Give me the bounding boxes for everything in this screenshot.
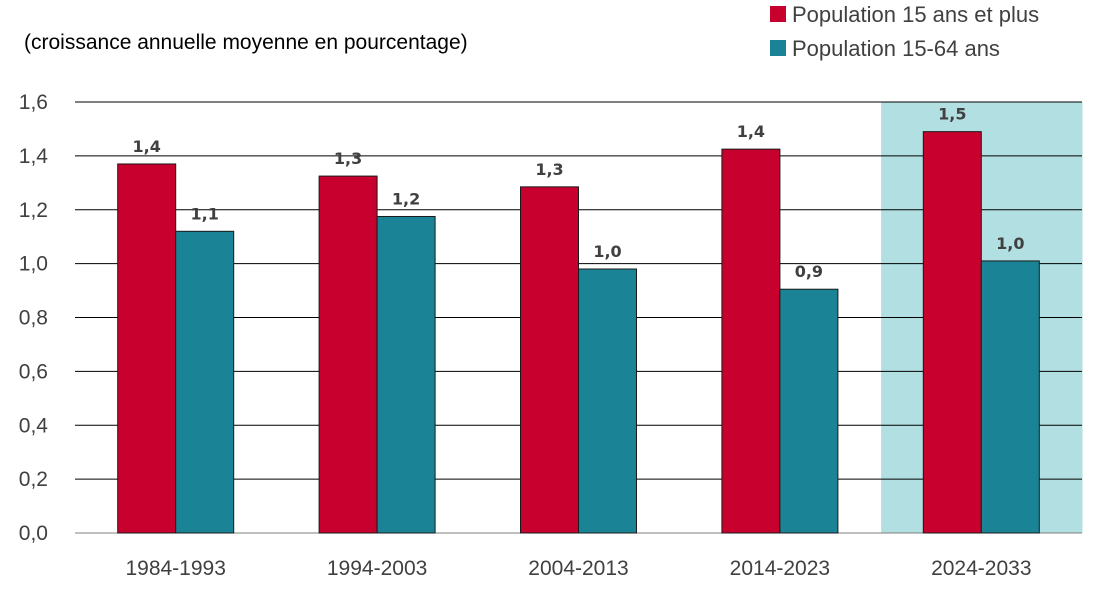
y-tick-label: 1,0 [19,253,48,276]
x-category-label: 2014-2023 [730,557,830,580]
legend: Population 15 ans et plus Population 15-… [770,2,1039,61]
data-label-series-2: 1,1 [191,204,219,223]
y-tick-label: 0,4 [19,414,49,437]
x-category-label: 2024-2033 [931,557,1031,580]
y-axis-label: (croissance annuelle moyenne en pourcent… [24,31,468,54]
bar-series-1 [318,175,378,534]
data-label-series-2: 1,0 [996,234,1024,253]
y-tick-label: 0,6 [19,360,48,383]
bar-series-2 [980,260,1040,534]
legend-swatch-series-2 [770,40,786,56]
y-tick-label: 1,4 [19,145,49,168]
y-tick-label: 0,2 [19,468,48,491]
bar-series-2 [376,215,436,534]
data-label-series-1: 1,3 [535,160,563,179]
data-label-series-1: 1,4 [737,122,765,141]
y-tick-label: 0,8 [19,307,48,330]
data-label-series-1: 1,5 [938,105,966,124]
data-label-series-2: 1,0 [593,242,621,261]
bar-series-1 [117,163,177,534]
x-axis-categories: 1984-1993 1994-2003 2004-2013 2014-2023 2024… [125,557,1031,580]
legend-label-series-2: Population 15-64 ans [792,36,1000,61]
bar-series-1 [721,148,781,534]
legend-swatch-series-1 [770,6,786,22]
bar-series-2 [175,230,235,534]
data-label-series-2: 0,9 [795,262,823,281]
y-tick-label: 1,6 [19,91,48,114]
x-category-label: 1984-1993 [125,557,225,580]
bar-series-1 [922,131,982,534]
bar-series-2 [578,268,637,534]
y-tick-label: 0,0 [19,522,48,545]
data-labels: 1,4 1,1 1,3 1,2 1,3 1,0 1,4 0,9 1,5 1,0 [133,105,1025,282]
x-category-label: 1994-2003 [327,557,427,580]
data-label-series-1: 1,4 [133,137,161,156]
bar-series-2 [779,288,839,534]
y-axis-ticks: 0,0 0,2 0,4 0,6 0,8 1,0 1,2 1,4 1,6 [19,91,49,545]
bar-series-1 [520,186,579,534]
x-category-label: 2004-2013 [528,557,628,580]
data-label-series-2: 1,2 [392,189,420,208]
data-label-series-1: 1,3 [334,149,362,168]
legend-label-series-1: Population 15 ans et plus [792,2,1039,27]
bars [117,131,1040,534]
y-tick-label: 1,2 [19,199,48,222]
